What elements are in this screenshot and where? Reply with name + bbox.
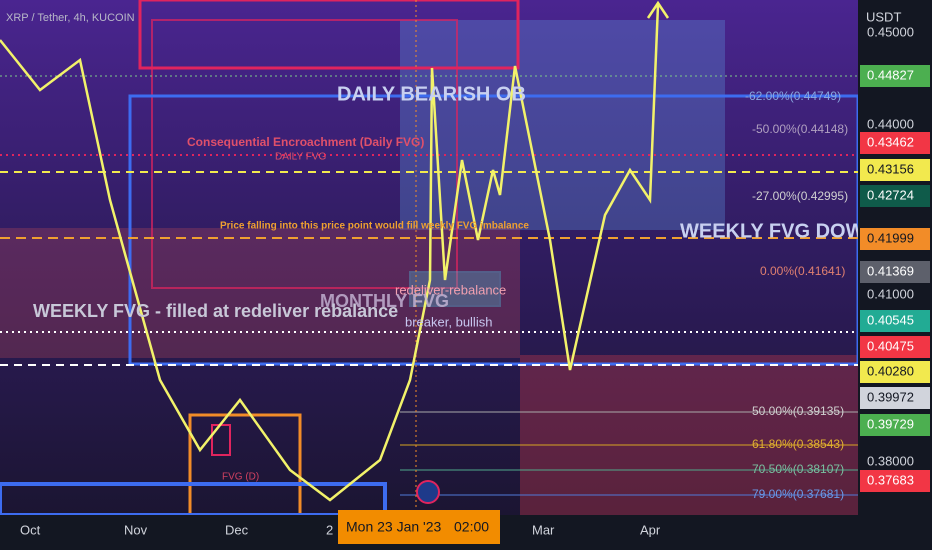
time-label: 2 <box>326 522 333 537</box>
zone-box <box>138 0 520 70</box>
fib-label: -50.00%(0.44148) <box>752 122 848 136</box>
fib-label: -62.00%(0.44749) <box>745 89 841 103</box>
annotation: breaker, bullish <box>405 314 492 329</box>
fib-label: 70.50%(0.38107) <box>752 462 844 476</box>
price-labels: 0.45000 0.44827 0.44000 0.43462 0.43156 0.427… <box>860 24 930 492</box>
price-label: 0.39729 <box>867 416 914 431</box>
price-label: 0.39972 <box>867 389 914 404</box>
annotation: redeliver-rebalance <box>395 282 506 297</box>
fib-labels: -62.00%(0.44749) -50.00%(0.44148) -27.00… <box>745 89 848 501</box>
annotation: MONTHLY FVG <box>320 291 449 311</box>
annotation: DAILY BEARISH OB <box>337 83 526 105</box>
time-label: Dec <box>225 522 249 537</box>
price-label: 0.38000 <box>867 453 914 468</box>
time-label: Nov <box>124 522 148 537</box>
price-label: 0.43156 <box>867 161 914 176</box>
price-label-box <box>860 261 930 283</box>
price-label: 0.42724 <box>867 187 914 202</box>
annotation: DAILY FVG <box>275 152 327 163</box>
crosshair-time-box <box>338 510 500 544</box>
time-label: Mar <box>532 522 555 537</box>
fib-label: 61.80%(0.38543) <box>752 437 844 451</box>
price-label-box <box>860 310 930 332</box>
zone <box>400 20 725 230</box>
time-label: Apr <box>640 522 661 537</box>
time-label: Oct <box>20 522 41 537</box>
price-label-box <box>860 361 930 383</box>
fib-label: -27.00%(0.42995) <box>752 189 848 203</box>
price-label: 0.40475 <box>867 338 914 353</box>
price-label: 0.41369 <box>867 263 914 278</box>
price-label: 0.43462 <box>867 134 914 149</box>
price-label-box <box>860 336 930 358</box>
price-label: 0.44000 <box>867 116 914 131</box>
fib-label: 50.00%(0.39135) <box>752 404 844 418</box>
currency: USDT <box>866 9 901 24</box>
projection-path <box>0 4 660 502</box>
price-label-box <box>860 65 930 87</box>
fib-label: 79.00%(0.37681) <box>752 487 844 501</box>
price-label-box <box>860 414 930 436</box>
price-label: 0.44827 <box>867 67 914 82</box>
price-label: 0.41999 <box>867 230 914 245</box>
price-label-box <box>860 159 930 181</box>
annotation: Price falling into this price point woul… <box>220 221 529 232</box>
event-icon[interactable] <box>416 480 440 504</box>
annotation: WEEKLY FVG DOW <box>680 220 865 242</box>
price-label-box <box>860 132 930 154</box>
zone <box>0 228 520 358</box>
price-label-box <box>860 387 930 409</box>
price-label: 0.40545 <box>867 312 914 327</box>
price-label-box <box>860 185 930 207</box>
price-label: 0.41000 <box>867 286 914 301</box>
arrow <box>646 0 670 19</box>
price-label: 0.40280 <box>867 363 914 378</box>
price-label: 0.37683 <box>867 472 914 487</box>
crosshair-date: Mon 23 Jan '23 <box>346 519 442 535</box>
annotation: FVG (D) <box>222 472 259 483</box>
fib-label: 0.00%(0.41641) <box>760 264 845 278</box>
annotation: Consequential Encroachment (Daily FVG) <box>187 135 424 149</box>
price-label-box <box>860 470 930 492</box>
zone <box>520 355 858 515</box>
price-label-box <box>860 228 930 250</box>
symbol: XRP / Tether, 4h, KUCOIN <box>6 12 135 24</box>
price-label: 0.45000 <box>867 24 914 39</box>
annotation: WEEKLY FVG - filled at redeliver rebalan… <box>33 301 398 321</box>
crosshair-time: 02:00 <box>454 519 489 535</box>
